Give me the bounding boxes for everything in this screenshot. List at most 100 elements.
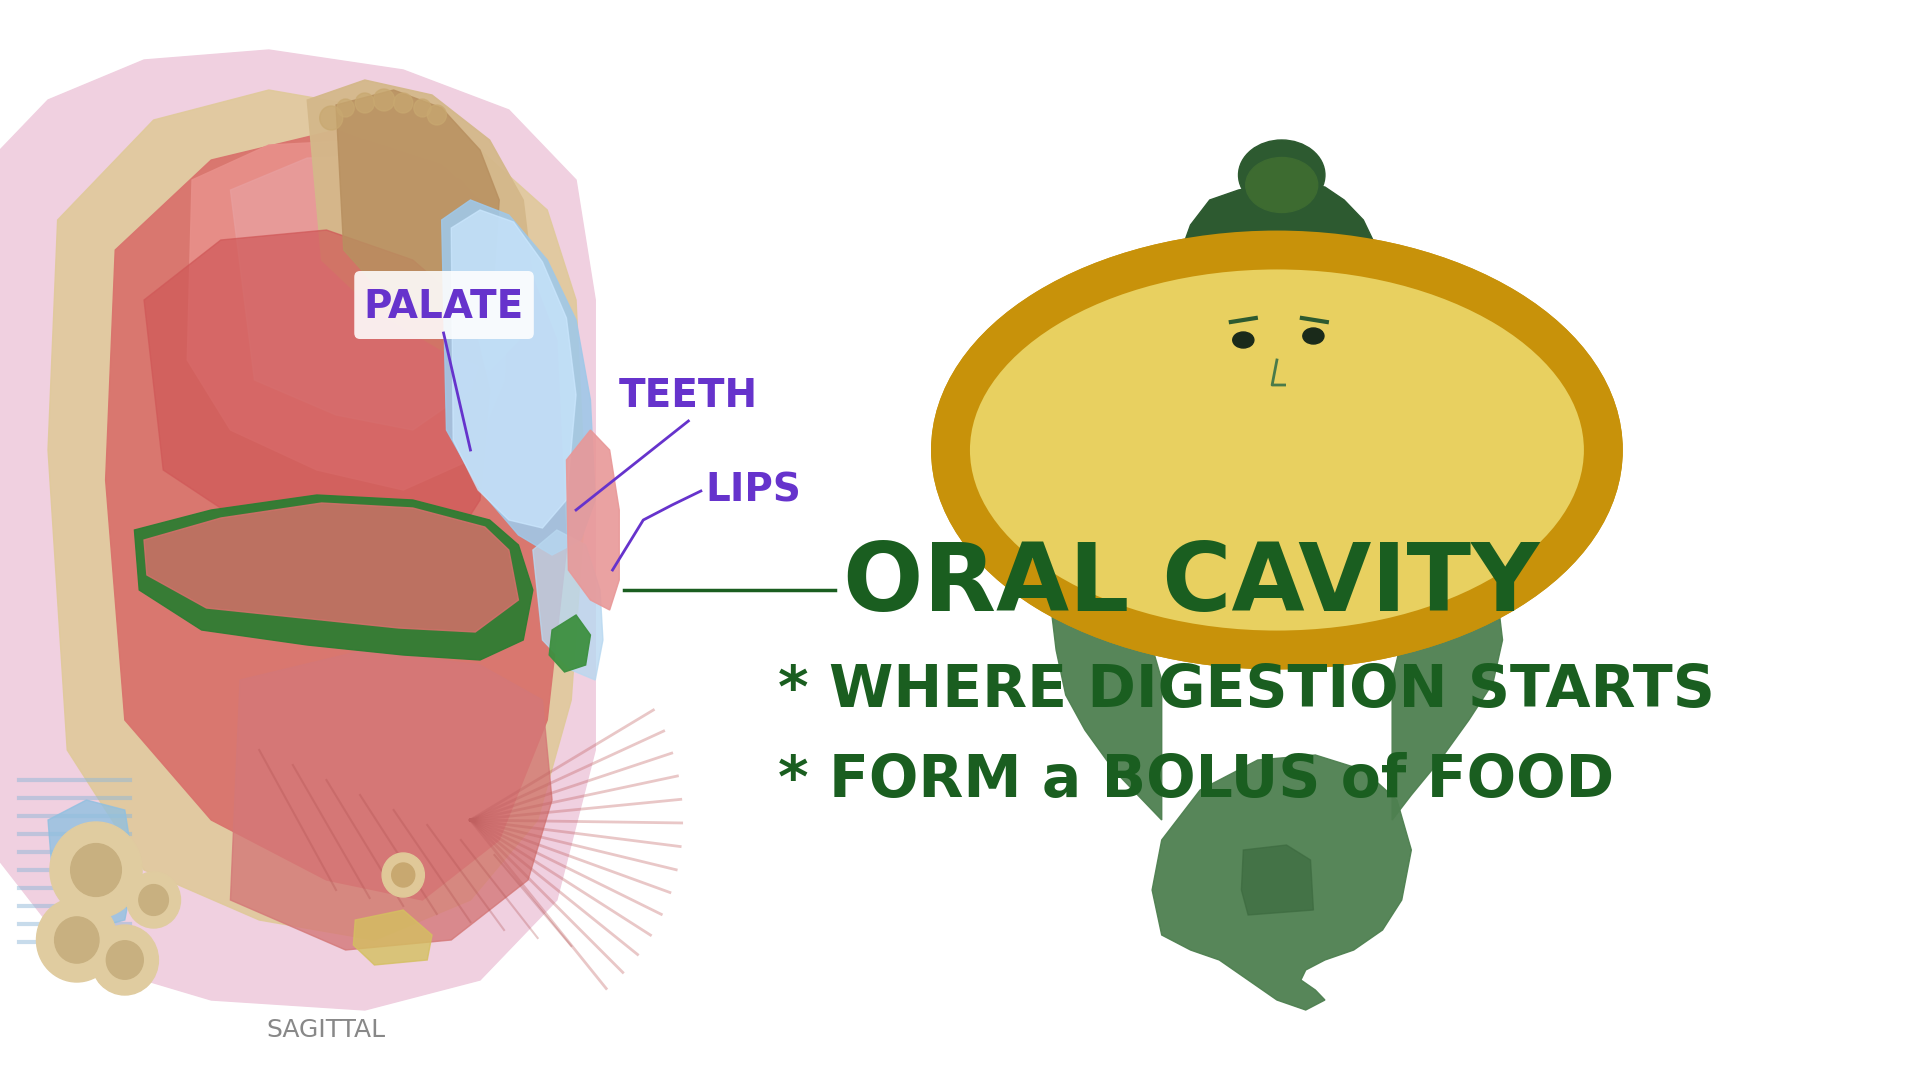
FancyBboxPatch shape	[614, 363, 764, 427]
Polygon shape	[0, 50, 595, 1010]
Polygon shape	[1475, 476, 1534, 578]
Ellipse shape	[1300, 509, 1306, 526]
Ellipse shape	[1271, 419, 1292, 433]
Ellipse shape	[1227, 446, 1244, 454]
Ellipse shape	[1225, 559, 1233, 578]
Ellipse shape	[1392, 444, 1413, 458]
Polygon shape	[1167, 183, 1382, 310]
Ellipse shape	[950, 249, 1603, 650]
Circle shape	[138, 885, 169, 916]
Ellipse shape	[1175, 480, 1196, 494]
Ellipse shape	[1236, 530, 1258, 544]
Ellipse shape	[1215, 380, 1225, 396]
Ellipse shape	[1425, 495, 1440, 504]
Ellipse shape	[1459, 400, 1480, 414]
Ellipse shape	[1313, 427, 1329, 438]
Polygon shape	[1242, 845, 1313, 915]
Ellipse shape	[1146, 567, 1167, 581]
Ellipse shape	[1208, 536, 1229, 549]
Ellipse shape	[1284, 456, 1306, 470]
Ellipse shape	[1156, 420, 1177, 434]
Ellipse shape	[972, 272, 1582, 627]
Circle shape	[54, 917, 100, 963]
Polygon shape	[188, 140, 509, 490]
Ellipse shape	[1104, 345, 1125, 359]
Ellipse shape	[1369, 570, 1390, 584]
Polygon shape	[1052, 580, 1162, 820]
Text: SAGITTAL: SAGITTAL	[267, 1018, 386, 1042]
Polygon shape	[1152, 755, 1411, 1010]
Ellipse shape	[1238, 140, 1325, 210]
Text: PALATE: PALATE	[363, 288, 524, 326]
Polygon shape	[549, 615, 591, 672]
Polygon shape	[48, 800, 134, 930]
Ellipse shape	[1367, 534, 1388, 546]
Circle shape	[374, 89, 396, 111]
Ellipse shape	[1290, 521, 1296, 539]
Polygon shape	[230, 650, 553, 950]
Polygon shape	[230, 156, 497, 430]
Circle shape	[338, 99, 355, 117]
Circle shape	[355, 93, 374, 113]
Ellipse shape	[1486, 456, 1507, 470]
Ellipse shape	[1396, 435, 1413, 443]
Ellipse shape	[1304, 328, 1325, 345]
Text: LIPS: LIPS	[707, 472, 803, 510]
Polygon shape	[566, 430, 620, 610]
Ellipse shape	[1073, 464, 1094, 478]
Text: TEETH: TEETH	[618, 377, 758, 415]
Circle shape	[36, 897, 117, 982]
Ellipse shape	[1308, 512, 1315, 529]
Circle shape	[92, 924, 159, 995]
FancyBboxPatch shape	[695, 460, 812, 519]
Polygon shape	[1392, 570, 1503, 820]
Polygon shape	[144, 230, 490, 570]
Text: * FORM a BOLUS of FOOD: * FORM a BOLUS of FOOD	[778, 752, 1615, 809]
Circle shape	[71, 843, 121, 896]
Polygon shape	[442, 200, 595, 555]
Ellipse shape	[1244, 396, 1265, 410]
Polygon shape	[353, 910, 432, 966]
Polygon shape	[307, 80, 534, 370]
Polygon shape	[48, 90, 586, 940]
Polygon shape	[1006, 488, 1068, 590]
Polygon shape	[336, 90, 499, 315]
Polygon shape	[106, 130, 566, 900]
Circle shape	[127, 872, 180, 928]
Ellipse shape	[1102, 369, 1117, 381]
Ellipse shape	[1100, 431, 1117, 438]
Circle shape	[415, 99, 432, 117]
Circle shape	[392, 863, 415, 887]
FancyBboxPatch shape	[355, 271, 534, 339]
Ellipse shape	[1194, 342, 1204, 359]
Circle shape	[428, 105, 447, 125]
Ellipse shape	[1240, 460, 1254, 473]
Circle shape	[382, 853, 424, 897]
Ellipse shape	[1233, 332, 1254, 348]
Ellipse shape	[1187, 249, 1369, 450]
Text: * WHERE DIGESTION STARTS: * WHERE DIGESTION STARTS	[778, 661, 1715, 718]
Ellipse shape	[1260, 515, 1267, 534]
Ellipse shape	[1188, 495, 1202, 509]
Text: ORAL CAVITY: ORAL CAVITY	[843, 539, 1540, 631]
Circle shape	[106, 941, 144, 980]
Polygon shape	[144, 503, 518, 632]
Circle shape	[394, 93, 413, 113]
Circle shape	[50, 822, 142, 918]
Ellipse shape	[1298, 437, 1319, 451]
Ellipse shape	[1273, 441, 1294, 454]
Polygon shape	[534, 530, 603, 680]
Ellipse shape	[1256, 522, 1277, 536]
Ellipse shape	[1288, 322, 1309, 336]
Polygon shape	[134, 495, 534, 660]
Ellipse shape	[1117, 483, 1133, 492]
Ellipse shape	[1246, 158, 1317, 213]
Ellipse shape	[1071, 529, 1092, 543]
Ellipse shape	[1146, 528, 1160, 542]
Ellipse shape	[950, 249, 1603, 650]
Ellipse shape	[1223, 548, 1244, 562]
Ellipse shape	[1267, 440, 1288, 454]
Ellipse shape	[1298, 436, 1315, 447]
Circle shape	[321, 106, 344, 130]
Polygon shape	[451, 210, 576, 528]
